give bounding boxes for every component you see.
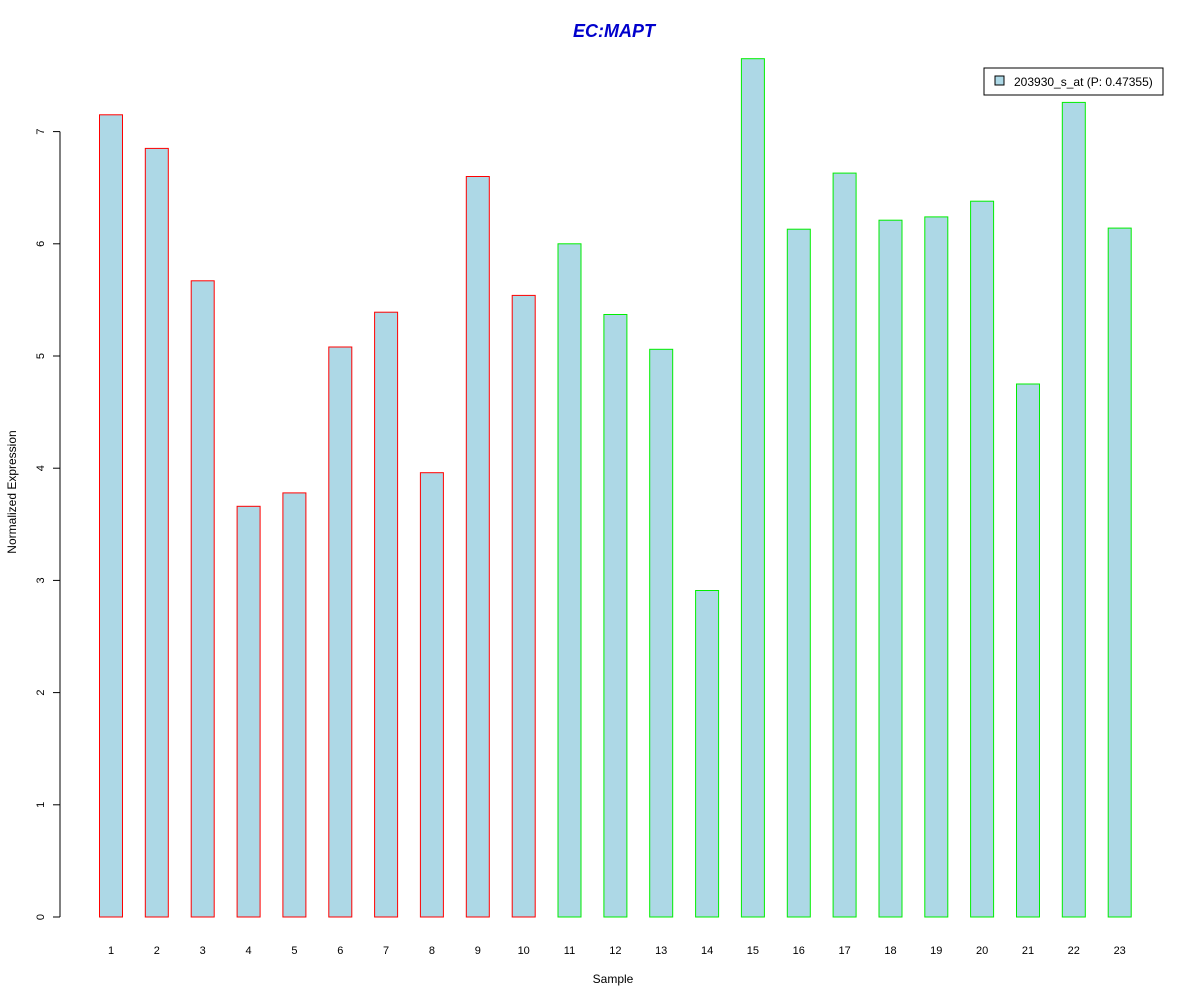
x-tick-label: 8 <box>429 945 435 957</box>
y-tick-label: 6 <box>35 241 47 247</box>
bar-sample-14 <box>695 590 720 918</box>
bar-sample-20 <box>970 200 995 918</box>
bar-sample-11 <box>557 243 582 918</box>
bar-sample-12 <box>603 314 628 918</box>
x-tick-label: 10 <box>518 945 530 957</box>
x-tick-label: 12 <box>609 945 621 957</box>
bar-sample-3 <box>190 280 215 918</box>
bar-sample-6 <box>328 346 353 918</box>
y-tick-label: 3 <box>35 577 47 583</box>
x-tick-label: 15 <box>747 945 759 957</box>
x-tick-label: 16 <box>793 945 805 957</box>
legend-box <box>983 67 1164 96</box>
y-tick-label: 5 <box>35 353 47 359</box>
x-tick-label: 13 <box>655 945 667 957</box>
x-tick-label: 19 <box>930 945 942 957</box>
legend-swatch <box>994 75 1005 86</box>
y-tick-label: 7 <box>35 129 47 135</box>
x-tick-label: 23 <box>1114 945 1126 957</box>
x-tick-label: 1 <box>108 945 114 957</box>
bar-sample-19 <box>924 216 949 918</box>
y-axis-label: Normalized Expression <box>5 430 19 553</box>
chart-title: EC:MAPT <box>573 21 657 41</box>
bar-sample-8 <box>419 472 444 918</box>
bar-sample-15 <box>740 58 765 918</box>
bar-sample-17 <box>832 172 857 918</box>
x-tick-label: 2 <box>154 945 160 957</box>
bar-sample-10 <box>511 294 536 918</box>
x-tick-label: 17 <box>838 945 850 957</box>
x-tick-label: 3 <box>200 945 206 957</box>
bar-sample-16 <box>786 228 811 918</box>
x-tick-label: 22 <box>1068 945 1080 957</box>
x-tick-label: 11 <box>564 945 575 957</box>
legend: 203930_s_at (P: 0.47355) <box>983 67 1164 96</box>
y-tick-label: 2 <box>35 690 47 696</box>
x-tick-label: 14 <box>701 945 713 957</box>
x-tick-label: 9 <box>475 945 481 957</box>
x-tick-label: 4 <box>246 945 252 957</box>
legend-label: 203930_s_at (P: 0.47355) <box>1014 75 1153 89</box>
bar-sample-7 <box>374 311 399 918</box>
x-tick-label: 18 <box>884 945 896 957</box>
x-axis-ticks: 1 2 3 4 5 6 7 8 9 10 11 12 13 14 15 16 17 18 19 20 21 22 23 <box>108 945 1126 957</box>
x-tick-label: 5 <box>291 945 297 957</box>
bar-sample-18 <box>878 219 903 918</box>
bar-sample-23 <box>1107 227 1132 918</box>
bar-sample-5 <box>282 492 307 918</box>
y-tick-label: 1 <box>35 802 47 808</box>
x-tick-label: 7 <box>383 945 389 957</box>
y-tick-label: 0 <box>35 914 47 920</box>
bar-sample-22 <box>1061 101 1086 918</box>
y-axis: 0 1 2 3 4 5 6 7 <box>35 129 61 920</box>
bar-sample-13 <box>649 348 674 918</box>
x-tick-label: 20 <box>976 945 988 957</box>
bar-sample-9 <box>465 176 490 918</box>
x-tick-label: 6 <box>337 945 343 957</box>
x-tick-label: 21 <box>1022 945 1034 957</box>
y-tick-label: 4 <box>35 465 47 471</box>
bar-sample-21 <box>1016 383 1040 918</box>
bar-sample-4 <box>236 505 261 918</box>
bars <box>99 58 1132 918</box>
bar-sample-1 <box>99 114 123 918</box>
x-axis-label: Sample <box>593 972 634 986</box>
bar-sample-2 <box>144 147 169 918</box>
